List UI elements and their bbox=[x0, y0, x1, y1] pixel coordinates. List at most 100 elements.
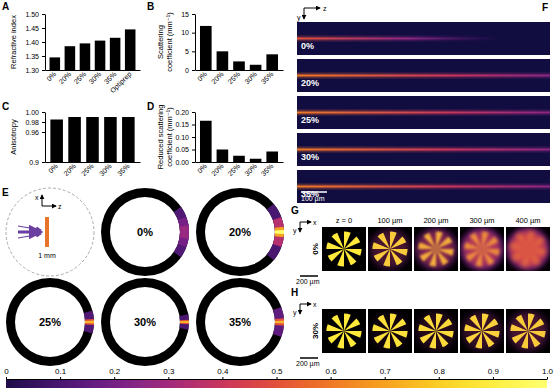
colorbar-tick-mark bbox=[114, 377, 115, 379]
depth-label: z = 0 bbox=[336, 216, 352, 225]
beam-glow bbox=[297, 73, 550, 79]
axis-name: y bbox=[297, 14, 301, 22]
bar-panel: 0.90.960.981.000%20%25%30%35%AnisotropyC bbox=[2, 101, 141, 177]
panel-letter: F bbox=[542, 2, 548, 13]
depth-label: 100 µm bbox=[377, 216, 402, 225]
panel-letter: E bbox=[2, 187, 9, 198]
bar bbox=[266, 54, 278, 70]
y-tick-label: 0.15 bbox=[175, 121, 189, 128]
halo bbox=[368, 309, 411, 352]
panel-e: 1 mmxz0%20%25%30%35%E bbox=[2, 187, 284, 366]
ring-glow bbox=[273, 307, 284, 337]
halo bbox=[460, 227, 503, 270]
star-image bbox=[506, 227, 550, 271]
scale-bar bbox=[300, 357, 318, 359]
x-tick-label: 0% bbox=[196, 70, 208, 82]
inset: 1 mmxz bbox=[6, 188, 94, 276]
x-tick: 30% bbox=[88, 70, 103, 85]
star-wedge bbox=[328, 249, 344, 261]
bar bbox=[50, 57, 61, 70]
halo bbox=[510, 231, 546, 267]
panel-letter: B bbox=[147, 1, 154, 12]
star-wedge bbox=[516, 233, 528, 249]
star bbox=[326, 231, 361, 266]
axis-arrow bbox=[300, 222, 311, 223]
axis-arrow bbox=[42, 206, 56, 207]
y-tick-label: 5 bbox=[185, 48, 189, 55]
colorbar-tick-label: 0.5 bbox=[271, 367, 283, 376]
row-label: 30% bbox=[311, 323, 320, 339]
x-tick: 0% bbox=[45, 70, 57, 82]
axis-name: x bbox=[313, 301, 317, 308]
y-tick: 0.9 bbox=[29, 159, 45, 166]
y-tick-label: 0.9 bbox=[29, 159, 39, 166]
x-tick-label: 20% bbox=[210, 162, 225, 177]
x-tick: 20% bbox=[210, 162, 225, 177]
halo bbox=[372, 231, 408, 267]
ring-beam bbox=[275, 321, 284, 323]
colorbar-tick-label: 0.9 bbox=[488, 367, 500, 376]
panel-letter: G bbox=[291, 205, 299, 216]
star-wedge bbox=[390, 249, 402, 265]
y-tick-mark bbox=[42, 122, 45, 123]
x-tick: 25% bbox=[73, 70, 88, 85]
y-tick-mark bbox=[192, 137, 195, 138]
bar bbox=[50, 120, 63, 163]
ring-glow bbox=[273, 217, 284, 247]
bar bbox=[104, 117, 117, 162]
y-tick: 1.00 bbox=[25, 109, 45, 116]
ring-body bbox=[101, 188, 189, 276]
y-tick: 10 bbox=[181, 29, 195, 36]
y-tick-label: 15 bbox=[181, 11, 189, 18]
halo bbox=[414, 227, 457, 270]
x-tick: 30% bbox=[98, 162, 113, 177]
y-tick: 0.96 bbox=[25, 129, 45, 136]
strip-bg bbox=[297, 133, 550, 166]
y-axis-title: coefficient (mm⁻¹) bbox=[165, 12, 174, 72]
x-tick: 30% bbox=[243, 70, 258, 85]
star-wedge bbox=[516, 315, 528, 331]
x-axis-line bbox=[196, 70, 284, 71]
halo bbox=[506, 309, 549, 352]
bar bbox=[80, 43, 91, 70]
y-tick-mark bbox=[192, 150, 195, 151]
colorbar-tick-label: 0.3 bbox=[163, 367, 175, 376]
star-wedge bbox=[436, 319, 452, 331]
beam-arrow bbox=[18, 231, 41, 234]
star-wedge bbox=[332, 233, 344, 249]
axis-name: x bbox=[313, 219, 317, 226]
x-tick: 35% bbox=[260, 162, 275, 177]
y-axis-line bbox=[195, 113, 196, 163]
beam bbox=[297, 75, 550, 77]
y-tick-label: 1.40 bbox=[25, 39, 39, 46]
ring: 30% bbox=[101, 278, 189, 366]
ring-label: 30% bbox=[134, 316, 156, 328]
bar bbox=[200, 26, 212, 70]
y-tick-label: 1.45 bbox=[25, 25, 39, 32]
axis-arrow bbox=[42, 195, 43, 206]
ring-label: 20% bbox=[229, 226, 251, 238]
colorbar-tick-mark bbox=[6, 377, 7, 379]
ring-body bbox=[196, 278, 284, 366]
colorbar-tick: 0.5 bbox=[271, 367, 283, 379]
beam-arrow bbox=[18, 234, 41, 238]
beam-strip: 30% bbox=[297, 133, 550, 166]
x-tick: 20% bbox=[62, 162, 77, 177]
ring-body bbox=[196, 188, 284, 276]
star bbox=[464, 231, 499, 266]
halo bbox=[506, 227, 549, 270]
halo bbox=[372, 313, 408, 349]
y-tick: 1.45 bbox=[25, 25, 45, 32]
scale-bar-label: 200 µm bbox=[296, 278, 320, 286]
bar bbox=[86, 117, 99, 162]
ring-label: 35% bbox=[229, 316, 251, 328]
x-tick: 0% bbox=[196, 162, 208, 174]
colorbar-axis-line bbox=[7, 379, 548, 380]
halo bbox=[418, 231, 454, 267]
x-tick-label: 35% bbox=[260, 70, 275, 85]
strip-bg bbox=[297, 22, 550, 55]
star-wedge bbox=[482, 331, 494, 347]
y-tick-mark bbox=[192, 14, 195, 15]
star-image bbox=[460, 227, 504, 271]
ring-glow bbox=[178, 217, 189, 247]
